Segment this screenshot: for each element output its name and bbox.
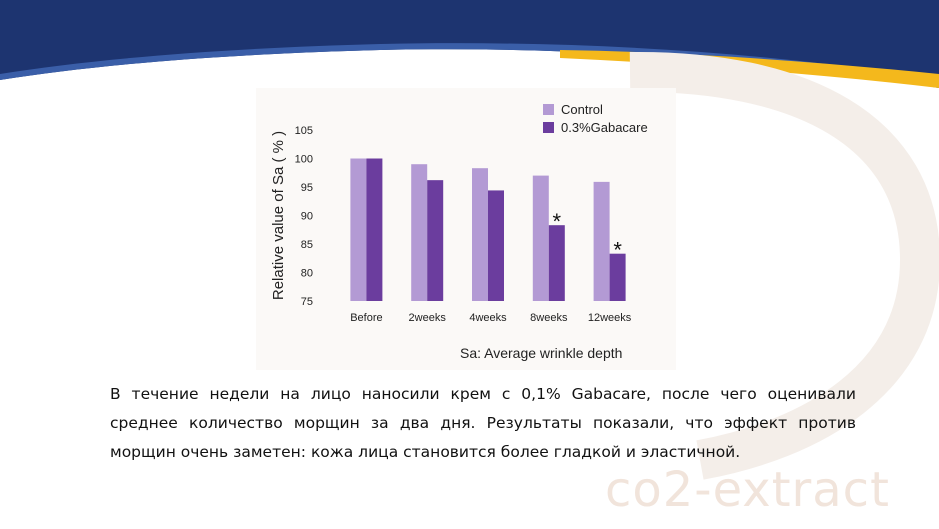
bar-chart: 75 80 85 90 95 100 105 Relative value of Sa ( %…: [270, 102, 648, 361]
bar-gabacare-Before: [366, 158, 383, 301]
y-tick-label: 85: [301, 239, 313, 251]
bar-control-Before: [350, 158, 367, 301]
y-tick-label: 80: [301, 268, 313, 280]
y-tick-label: 100: [295, 154, 313, 166]
x-tick-label: 4weeks: [469, 312, 507, 324]
significance-mark: *: [613, 238, 622, 263]
significance-mark: *: [553, 209, 562, 234]
legend-label: 0.3%Gabacare: [561, 120, 648, 135]
y-tick-label: 105: [295, 125, 313, 137]
bar-control-12weeks: [593, 181, 610, 301]
bar-gabacare-8weeks: [548, 225, 565, 301]
bar-gabacare-2weeks: [427, 180, 444, 301]
y-tick-label: 90: [301, 211, 313, 223]
x-tick-label: 2weeks: [409, 312, 447, 324]
legend-swatch: [543, 104, 554, 115]
legend-label: Control: [561, 102, 603, 117]
watermark-text: co2-extract: [605, 462, 890, 518]
bar-control-8weeks: [532, 175, 549, 301]
y-tick-label: 95: [301, 182, 313, 194]
bar-gabacare-4weeks: [488, 190, 504, 301]
bar-control-4weeks: [472, 168, 488, 301]
caption-text: В течение недели на лицо наносили крем с…: [110, 385, 856, 461]
y-tick-label: 75: [301, 296, 313, 308]
chart-panel: 75 80 85 90 95 100 105 Relative value of Sa ( %…: [256, 88, 676, 370]
x-tick-label: 12weeks: [588, 312, 632, 324]
x-tick-label: 8weeks: [530, 312, 568, 324]
x-tick-label: Before: [350, 312, 382, 324]
legend-swatch: [543, 122, 554, 133]
y-axis-title: Relative value of Sa ( % ): [270, 131, 287, 300]
bar-gabacare-12weeks: [609, 253, 626, 301]
bar-control-2weeks: [411, 164, 428, 301]
chart-footnote: Sa: Average wrinkle depth: [460, 345, 622, 361]
